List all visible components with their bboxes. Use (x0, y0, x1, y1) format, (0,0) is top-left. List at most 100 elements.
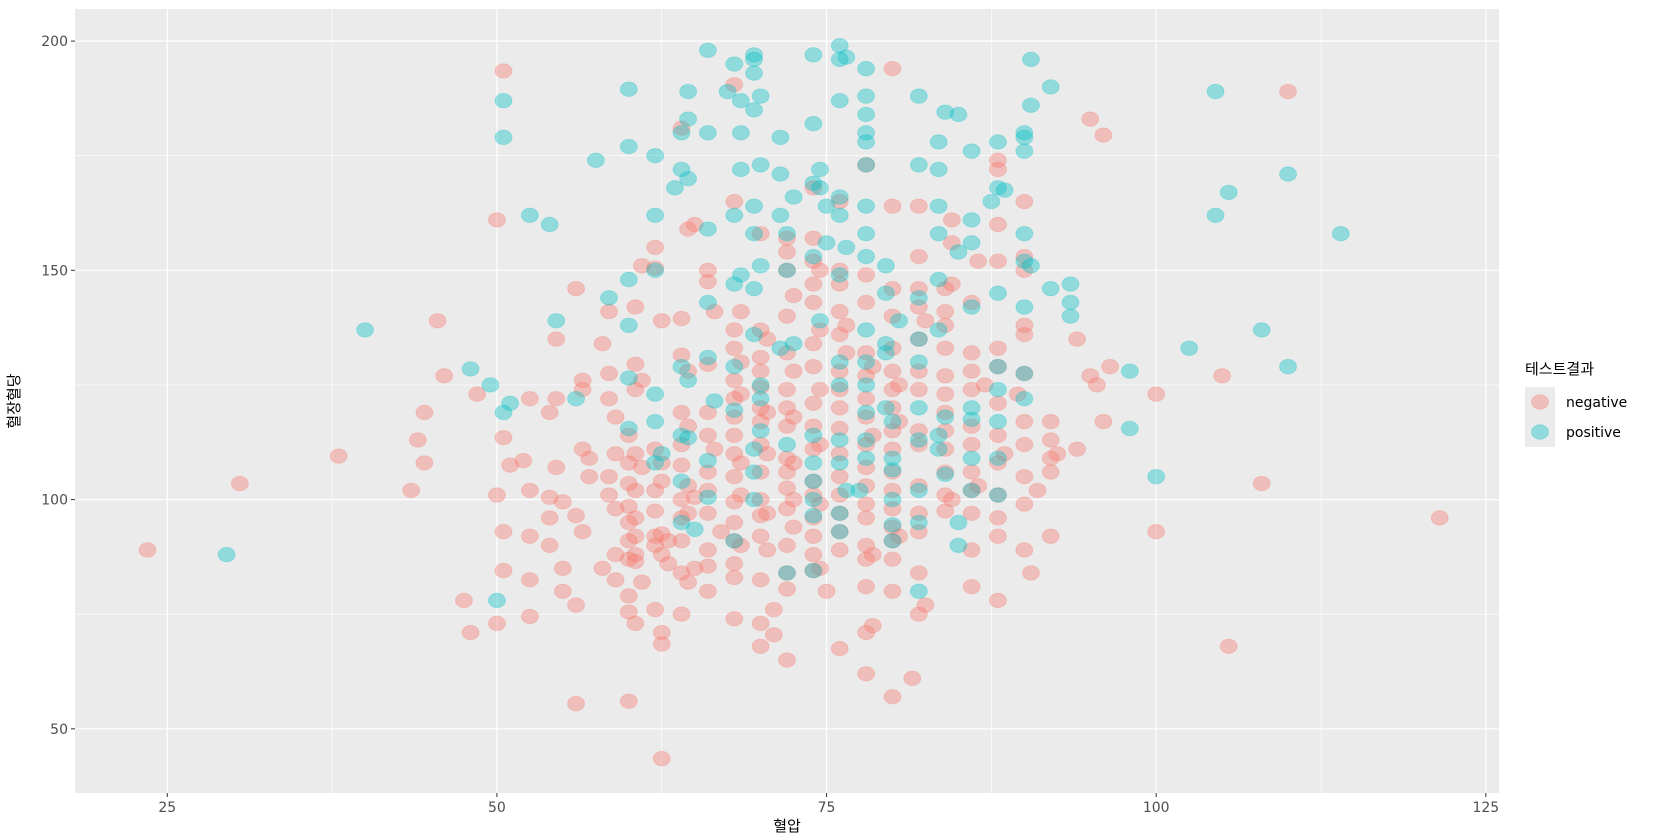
data-point-negative (672, 533, 691, 549)
data-point-negative (804, 276, 823, 292)
data-point-negative (1101, 358, 1120, 375)
data-point-negative (830, 523, 849, 540)
legend-key (1525, 387, 1555, 417)
data-point-negative (758, 505, 777, 522)
data-point-negative (461, 624, 480, 641)
data-point-negative (698, 505, 717, 522)
data-point-negative (936, 317, 955, 334)
data-point-positive (745, 441, 764, 457)
data-point-positive (1015, 391, 1034, 407)
data-point-negative (962, 578, 981, 595)
data-point-positive (1015, 365, 1034, 382)
data-point-positive (857, 125, 876, 141)
data-point-negative (936, 303, 955, 320)
data-point-negative (988, 358, 1007, 375)
data-point-negative (830, 381, 849, 398)
data-point-negative (619, 693, 638, 710)
data-point-negative (778, 501, 796, 517)
data-point-positive (876, 285, 895, 301)
data-point-negative (988, 510, 1007, 526)
data-point-negative (942, 235, 961, 251)
data-point-negative (810, 436, 829, 453)
data-point-negative (619, 533, 638, 549)
data-point-positive (962, 450, 981, 467)
data-point-negative (916, 313, 935, 329)
data-point-positive (745, 225, 764, 242)
data-point-positive (778, 225, 796, 242)
data-point-positive (771, 166, 790, 182)
data-point-negative (580, 450, 599, 467)
data-point-negative (830, 400, 849, 416)
data-point-negative (883, 482, 902, 499)
data-point-negative (883, 280, 902, 297)
data-point-negative (909, 423, 928, 439)
data-point-positive (494, 92, 513, 109)
data-point-positive (672, 514, 691, 531)
data-point-positive (909, 400, 928, 416)
data-point-negative (1015, 248, 1034, 265)
data-point-negative (830, 193, 849, 210)
data-point-negative (672, 457, 691, 473)
data-point-negative (778, 244, 796, 260)
data-point-positive (487, 592, 506, 609)
data-point-negative (672, 347, 691, 363)
data-point-negative (632, 258, 651, 274)
data-point-negative (619, 475, 638, 492)
data-point-negative (679, 505, 698, 522)
data-point-negative (573, 372, 592, 389)
data-point-positive (646, 207, 665, 224)
data-point-negative (962, 436, 981, 453)
data-point-negative (909, 381, 928, 398)
data-point-negative (883, 363, 902, 379)
data-point-negative (883, 464, 902, 480)
data-point-positive (929, 271, 948, 288)
data-point-positive (494, 129, 513, 146)
data-point-negative (1068, 441, 1087, 457)
data-point-positive (745, 491, 764, 508)
data-point-negative (890, 528, 909, 544)
data-point-negative (487, 487, 506, 503)
data-point-positive (804, 248, 823, 265)
data-point-positive (751, 423, 770, 439)
data-point-positive (988, 134, 1007, 150)
data-point-negative (619, 455, 638, 471)
data-point-negative (804, 487, 823, 503)
data-point-positive (672, 358, 691, 375)
data-point-negative (652, 473, 671, 489)
data-point-positive (725, 276, 744, 292)
data-point-negative (619, 588, 638, 604)
data-point-negative (679, 478, 698, 494)
data-point-negative (962, 294, 981, 311)
data-point-positive (830, 377, 849, 393)
data-point-positive (698, 452, 717, 469)
data-point-negative (810, 496, 829, 512)
data-point-positive (830, 455, 849, 471)
data-point-negative (679, 418, 698, 434)
data-point-negative (830, 420, 849, 437)
data-point-positive (1279, 358, 1298, 375)
data-point-negative (988, 455, 1007, 471)
legend-items: negative positive (1525, 387, 1627, 447)
data-point-positive (830, 505, 849, 522)
data-point-negative (672, 310, 691, 327)
data-point-positive (1331, 225, 1350, 242)
data-point-negative (936, 280, 955, 297)
data-point-negative (520, 572, 539, 588)
data-point-negative (936, 340, 955, 356)
data-point-negative (606, 572, 625, 588)
data-point-positive (619, 271, 638, 288)
data-point-negative (626, 546, 645, 563)
data-point-negative (725, 611, 744, 627)
data-point-positive (784, 335, 803, 352)
data-point-positive (751, 88, 770, 104)
data-point-negative (725, 468, 744, 485)
data-point-positive (771, 207, 790, 224)
data-point-negative (857, 267, 876, 283)
data-point-negative (567, 507, 586, 524)
data-point-negative (751, 464, 770, 480)
data-point-negative (837, 317, 856, 334)
data-point-negative (1252, 475, 1271, 492)
data-point-negative (804, 528, 823, 544)
data-point-negative (725, 569, 744, 586)
